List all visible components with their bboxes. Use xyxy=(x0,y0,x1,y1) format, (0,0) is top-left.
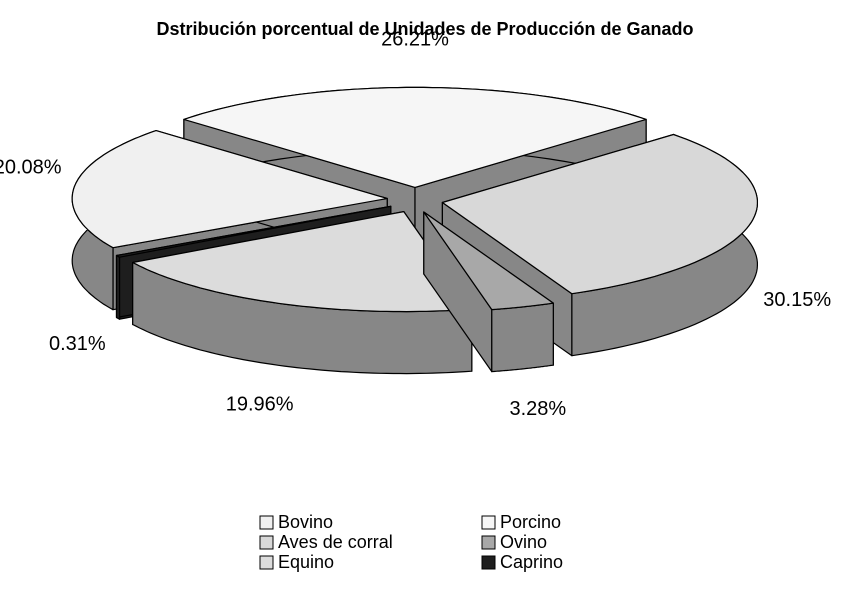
slice xyxy=(423,211,554,311)
pie xyxy=(71,86,758,375)
legend-swatch xyxy=(259,515,274,530)
chart-title: Dstribución porcentual de Unidades de Pr… xyxy=(156,19,693,39)
legend-label: Aves de corral xyxy=(278,532,393,552)
data-label: 0.31% xyxy=(49,333,106,355)
slice xyxy=(132,211,473,313)
legend-swatch xyxy=(259,535,274,550)
slice xyxy=(71,130,388,249)
legend-swatch xyxy=(481,555,496,570)
legend-label: Caprino xyxy=(500,552,563,572)
legend-swatch xyxy=(481,535,496,550)
legend-label: Equino xyxy=(278,552,334,572)
legend-label: Ovino xyxy=(500,532,547,552)
data-label: 26.21% xyxy=(381,28,449,50)
legend-swatch xyxy=(481,515,496,530)
data-label: 3.28% xyxy=(509,398,566,420)
slice xyxy=(423,211,554,373)
slice xyxy=(115,205,392,258)
data-label: 30.15% xyxy=(763,289,831,311)
slice xyxy=(441,133,758,295)
slice-side xyxy=(115,254,121,320)
slice xyxy=(183,86,647,188)
legend-swatch xyxy=(259,555,274,570)
legend-label: Porcino xyxy=(500,512,561,532)
slice-side xyxy=(491,302,554,373)
legend-label: Bovino xyxy=(278,512,333,532)
slice xyxy=(132,211,473,375)
data-label: 20.08% xyxy=(0,156,62,178)
data-label: 19.96% xyxy=(226,393,294,415)
